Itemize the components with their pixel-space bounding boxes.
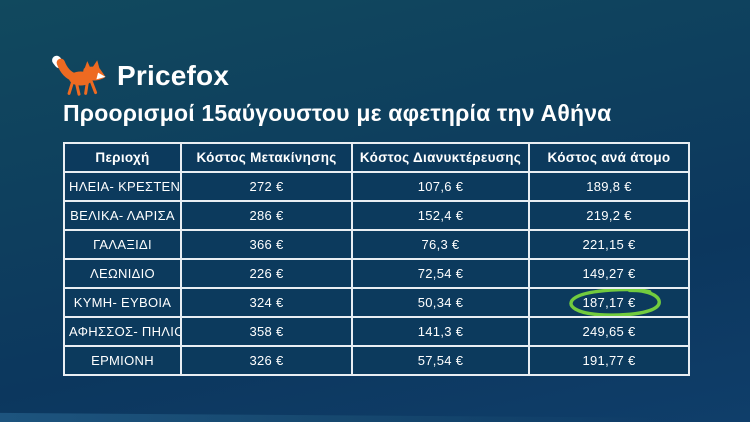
transport-cost-cell: 326 €: [180, 345, 353, 376]
region-cell: ΕΡΜΙΟΝΗ: [63, 345, 182, 376]
highlighted-value: 187,17 €: [582, 295, 636, 310]
transport-cost-cell: 358 €: [180, 316, 353, 347]
table-row-highlighted: ΚΥΜΗ- ΕΥΒΟΙΑ 324 € 50,34 € 187,17 €: [63, 287, 690, 318]
brand-name: Pricefox: [117, 60, 230, 91]
accommodation-cost-cell: 76,3 €: [351, 229, 530, 260]
column-header-region: Περιοχή: [63, 142, 182, 173]
region-cell: ΛΕΩΝΙΔΙΟ: [63, 258, 182, 289]
region-cell: ΓΑΛΑΞΙΔΙ: [63, 229, 182, 260]
transport-cost-cell: 324 €: [180, 287, 353, 318]
table-row: ΓΑΛΑΞΙΔΙ 366 € 76,3 € 221,15 €: [63, 229, 690, 260]
fox-icon: [52, 55, 106, 96]
table-row: ΛΕΩΝΙΔΙΟ 226 € 72,54 € 149,27 €: [63, 258, 690, 289]
accommodation-cost-cell: 152,4 €: [351, 200, 530, 231]
region-cell: ΗΛΕΙΑ- ΚΡΕΣΤΕΝΑ: [63, 171, 182, 202]
column-header-transport-cost: Κόστος Μετακίνησης: [180, 142, 353, 173]
region-cell: ΒΕΛΙΚΑ- ΛΑΡΙΣΑ: [63, 200, 182, 231]
table-row: ΗΛΕΙΑ- ΚΡΕΣΤΕΝΑ 272 € 107,6 € 189,8 €: [63, 171, 690, 202]
region-cell: ΚΥΜΗ- ΕΥΒΟΙΑ: [63, 287, 182, 318]
cost-per-person-cell: 219,2 €: [528, 200, 690, 231]
cost-per-person-cell: 221,15 €: [528, 229, 690, 260]
slide-title: Προορισμοί 15αύγουστου με αφετηρία την Α…: [63, 100, 612, 126]
accommodation-cost-cell: 57,54 €: [351, 345, 530, 376]
accommodation-cost-cell: 107,6 €: [351, 171, 530, 202]
column-header-cost-per-person: Κόστος ανά άτομο: [528, 142, 690, 173]
cost-per-person-cell: 191,77 €: [528, 345, 690, 376]
cost-per-person-cell: 149,27 €: [528, 258, 690, 289]
accommodation-cost-cell: 50,34 €: [351, 287, 530, 318]
region-cell: ΑΦΗΣΣΟΣ- ΠΗΛΙΟ: [63, 316, 182, 347]
column-header-accommodation-cost: Κόστος Διανυκτέρευσης: [351, 142, 530, 173]
accommodation-cost-cell: 72,54 €: [351, 258, 530, 289]
cost-per-person-cell: 249,65 €: [528, 316, 690, 347]
transport-cost-cell: 366 €: [180, 229, 353, 260]
accommodation-cost-cell: 141,3 €: [351, 316, 530, 347]
bottom-accent-band: [0, 412, 750, 422]
transport-cost-cell: 272 €: [180, 171, 353, 202]
cost-per-person-cell-highlighted: 187,17 €: [528, 287, 690, 318]
cost-per-person-cell: 189,8 €: [528, 171, 690, 202]
transport-cost-cell: 286 €: [180, 200, 353, 231]
table-row: ΕΡΜΙΟΝΗ 326 € 57,54 € 191,77 €: [63, 345, 690, 376]
table-header-row: Περιοχή Κόστος Μετακίνησης Κόστος Διανυκ…: [63, 142, 690, 173]
destinations-cost-table: Περιοχή Κόστος Μετακίνησης Κόστος Διανυκ…: [63, 142, 690, 376]
transport-cost-cell: 226 €: [180, 258, 353, 289]
pricefox-logo: Pricefox: [50, 53, 229, 99]
table-row: ΒΕΛΙΚΑ- ΛΑΡΙΣΑ 286 € 152,4 € 219,2 €: [63, 200, 690, 231]
table-row: ΑΦΗΣΣΟΣ- ΠΗΛΙΟ 358 € 141,3 € 249,65 €: [63, 316, 690, 347]
